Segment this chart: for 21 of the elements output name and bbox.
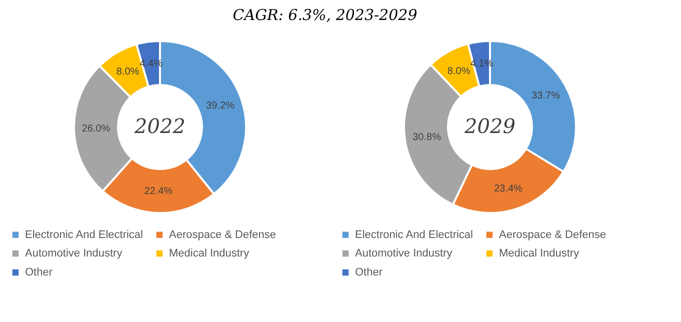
legend-label: Medical Industry: [169, 248, 250, 260]
data-label: 39.2%: [206, 100, 235, 112]
legend-label: Automotive Industry: [355, 248, 453, 260]
data-label: 8.0%: [116, 66, 140, 78]
text: CAGR: 6.3%, 2023-2029: [232, 6, 418, 24]
legend-label: Electronic And Electrical: [25, 228, 143, 241]
text: 2029: [464, 114, 516, 138]
legend-label: Other: [25, 266, 53, 278]
data-label: 8.0%: [447, 66, 470, 78]
legend-label: Automotive Industry: [25, 248, 123, 260]
data-label: 33.7%: [532, 90, 560, 102]
legend-label: Aerospace & Defense: [169, 228, 276, 241]
data-label: 22.4%: [144, 186, 173, 197]
legend-label: Electronic And Electrical: [355, 228, 473, 241]
data-label: 30.8%: [412, 132, 442, 144]
legend-label: Other: [355, 266, 383, 278]
data-label: 23.4%: [494, 183, 523, 194]
legend-label: Aerospace & Defense: [499, 228, 606, 241]
legend-label: Medical Industry: [499, 248, 580, 260]
data-label: 26.0%: [82, 124, 110, 135]
text: 2022: [134, 114, 186, 138]
